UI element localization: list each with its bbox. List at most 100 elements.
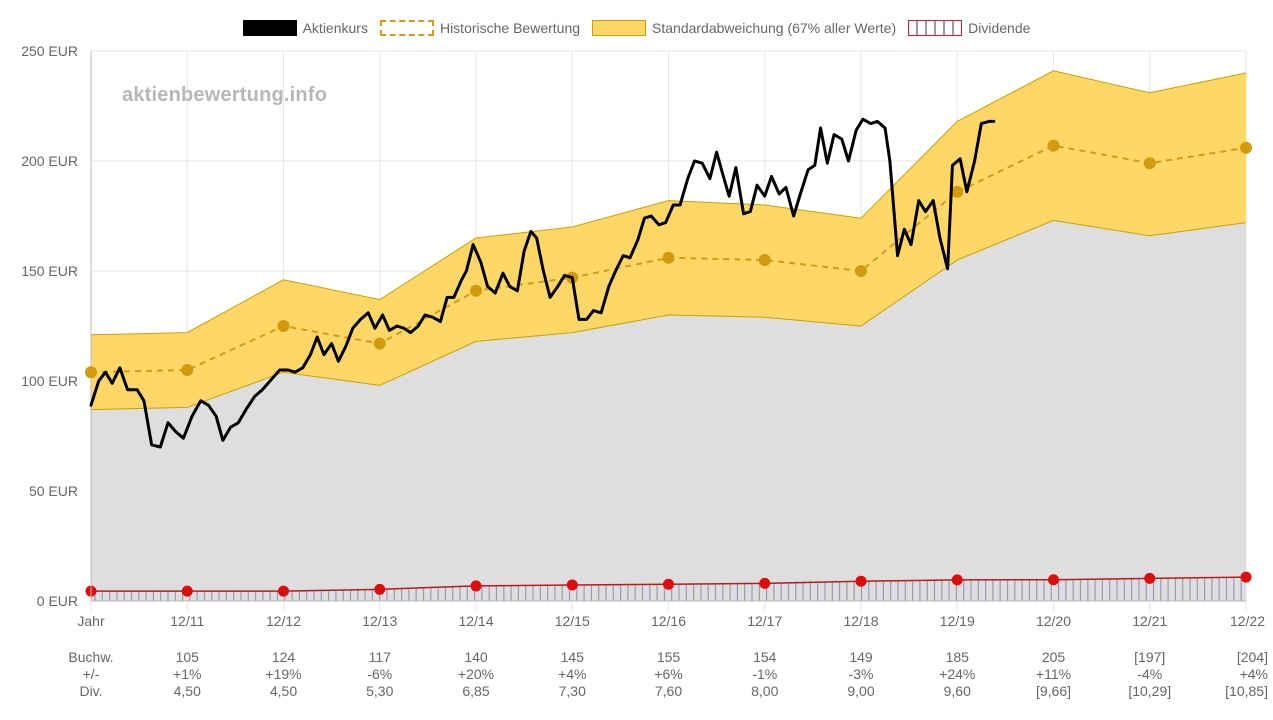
table-cell: 140 bbox=[464, 649, 488, 665]
table-cell: +6% bbox=[654, 666, 682, 682]
std-band bbox=[91, 70, 1246, 410]
dividend-point bbox=[759, 577, 771, 589]
table-row-label: +/- bbox=[83, 666, 100, 682]
legend-item-std[interactable]: Standardabweichung (67% aller Werte) bbox=[592, 20, 896, 36]
x-tick-label: 12/22 bbox=[1230, 613, 1265, 629]
historical-valuation-point bbox=[951, 185, 964, 198]
historical-valuation-point bbox=[373, 337, 386, 350]
legend-swatch-div bbox=[908, 20, 963, 36]
watermark: aktienbewertung.info bbox=[122, 84, 328, 106]
table-cell: 4,50 bbox=[174, 683, 201, 699]
legend-label-std: Standardabweichung (67% aller Werte) bbox=[652, 20, 897, 36]
share-price-line bbox=[89, 117, 996, 449]
table-cell: +20% bbox=[458, 666, 494, 682]
x-tick-label: 12/13 bbox=[362, 613, 397, 629]
table-cell: 6,85 bbox=[462, 683, 489, 699]
table-cell: 9,60 bbox=[944, 683, 971, 699]
x-tick-label: 12/12 bbox=[266, 613, 301, 629]
table-cell: 185 bbox=[946, 649, 970, 665]
table-cell: 205 bbox=[1042, 649, 1066, 665]
dividend-point bbox=[1144, 572, 1156, 584]
dividend-point bbox=[855, 575, 867, 587]
table-cell: [9,66] bbox=[1036, 683, 1071, 699]
historical-valuation-point bbox=[85, 366, 97, 379]
table-cell: +4% bbox=[558, 666, 586, 682]
table-cell: [204] bbox=[1237, 649, 1268, 665]
table-row-label: Div. bbox=[79, 683, 102, 699]
table-cell: 7,30 bbox=[559, 683, 586, 699]
dividend-point bbox=[1240, 571, 1252, 583]
table-cell: 124 bbox=[272, 649, 296, 665]
legend-label-price: Aktienkurs bbox=[302, 20, 368, 36]
y-tick-label: 250 EUR bbox=[21, 43, 78, 59]
table-cell: 154 bbox=[753, 649, 777, 665]
y-tick-label: 100 EUR bbox=[21, 373, 78, 389]
historical-valuation-point bbox=[1240, 141, 1252, 154]
table-cell: 149 bbox=[849, 649, 873, 665]
table-cell: +4% bbox=[1240, 666, 1268, 682]
x-tick-label: 12/17 bbox=[747, 613, 782, 629]
dividend-point bbox=[663, 578, 674, 590]
dividend-point bbox=[374, 583, 386, 595]
legend-label-hist: Historische Bewertung bbox=[439, 20, 581, 36]
table-cell: 9,00 bbox=[847, 683, 874, 699]
table-cell: +19% bbox=[265, 666, 301, 682]
legend-swatch-price bbox=[242, 20, 297, 36]
legend: Aktienkurs Historische Bewertung Standar… bbox=[0, 20, 1273, 36]
dividend-point bbox=[278, 585, 289, 597]
area-below-band bbox=[91, 220, 1246, 601]
legend-item-hist[interactable]: Historische Bewertung bbox=[379, 20, 581, 36]
x-tick-label: 12/20 bbox=[1036, 613, 1071, 629]
std-band-lower-line bbox=[90, 219, 1247, 411]
table-cell: -4% bbox=[1137, 666, 1162, 682]
historical-valuation-point bbox=[662, 251, 675, 264]
table-row-label: Buchw. bbox=[68, 649, 113, 665]
x-tick-label: 12/14 bbox=[458, 613, 493, 629]
table-cell: 8,00 bbox=[751, 683, 778, 699]
table-cell: +11% bbox=[1036, 666, 1071, 682]
dividend-point bbox=[181, 585, 193, 597]
x-tick-label: 12/11 bbox=[170, 613, 204, 629]
y-tick-label: 50 EUR bbox=[29, 483, 78, 499]
table-cell: -1% bbox=[752, 666, 777, 682]
table-cell: +1% bbox=[173, 666, 201, 682]
x-tick-label: 12/16 bbox=[651, 613, 686, 629]
dividend-point bbox=[566, 579, 578, 591]
table-cell: -3% bbox=[849, 666, 874, 682]
table-cell: 7,60 bbox=[655, 683, 682, 699]
y-tick-label: 0 EUR bbox=[37, 593, 78, 609]
std-band-upper-line bbox=[90, 70, 1247, 336]
dividend-point bbox=[951, 574, 963, 586]
table-cell: 155 bbox=[657, 649, 681, 665]
table-cell: 145 bbox=[561, 649, 585, 665]
historical-valuation-point bbox=[470, 284, 482, 297]
x-tick-label: 12/21 bbox=[1132, 613, 1167, 629]
historical-valuation-point bbox=[181, 364, 194, 376]
dividend-point bbox=[470, 580, 482, 592]
x-tick-label: 12/18 bbox=[843, 613, 878, 629]
table-cell: 5,30 bbox=[366, 683, 393, 699]
legend-item-div[interactable]: Dividende bbox=[908, 20, 1030, 36]
x-tick-label: Jahr bbox=[77, 613, 105, 629]
legend-label-div: Dividende bbox=[968, 20, 1031, 36]
dividend-point bbox=[1048, 574, 1059, 586]
table-cell: 4,50 bbox=[270, 683, 297, 699]
y-tick-label: 200 EUR bbox=[21, 153, 78, 169]
table-cell: 117 bbox=[369, 649, 392, 665]
legend-item-price[interactable]: Aktienkurs bbox=[242, 20, 368, 36]
x-tick-label: 12/15 bbox=[555, 613, 590, 629]
y-tick-label: 150 EUR bbox=[21, 263, 78, 279]
table-cell: [197] bbox=[1134, 649, 1165, 665]
table-cell: +24% bbox=[939, 666, 975, 682]
table-cell: [10,85] bbox=[1225, 683, 1268, 699]
legend-swatch-hist bbox=[379, 20, 434, 36]
historical-valuation-point bbox=[277, 320, 290, 332]
historical-valuation-point bbox=[1143, 157, 1156, 170]
historical-valuation-point bbox=[855, 265, 867, 277]
historical-valuation-point bbox=[1047, 139, 1060, 152]
legend-swatch-std bbox=[592, 20, 647, 36]
table-cell: 105 bbox=[176, 649, 200, 665]
x-tick-label: 12/19 bbox=[940, 613, 975, 629]
table-cell: [10,29] bbox=[1128, 683, 1171, 699]
